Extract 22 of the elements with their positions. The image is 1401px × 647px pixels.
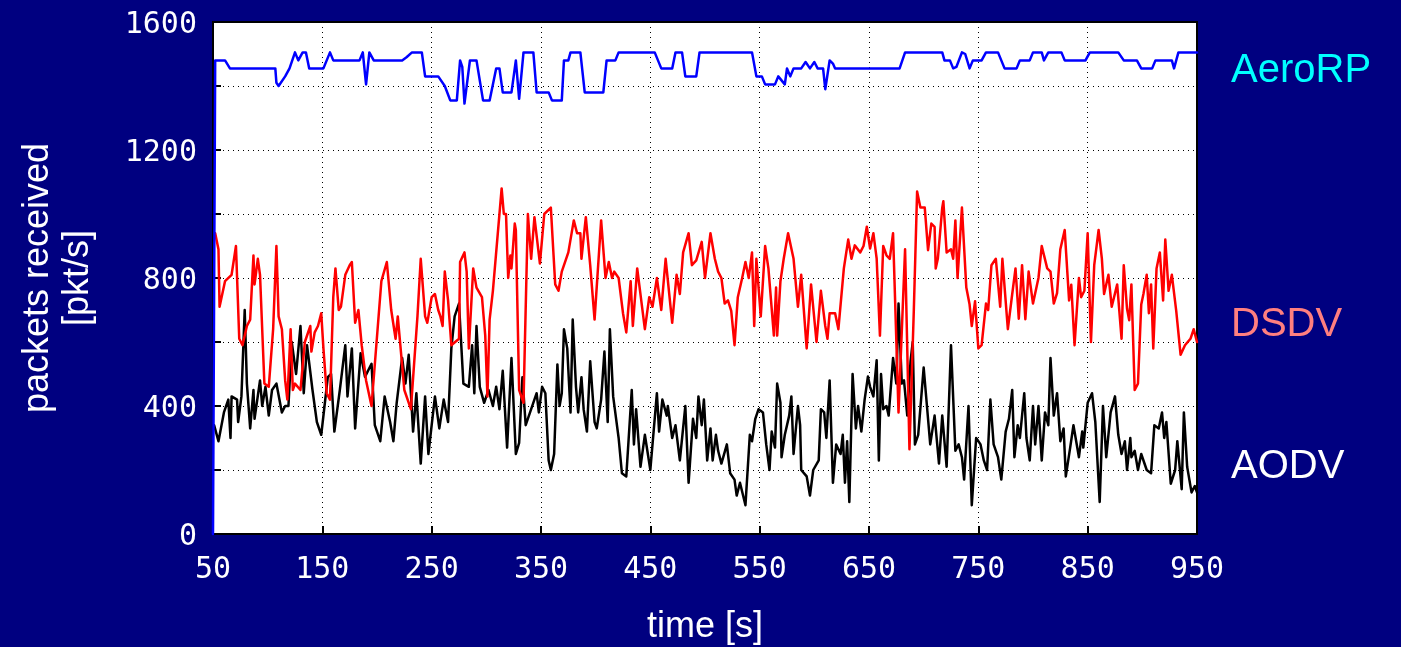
y-tick-label: 1200 [124, 132, 197, 168]
x-tick-label: 450 [623, 549, 678, 585]
y-tick-label: 800 [142, 260, 197, 296]
x-tick-label: 250 [404, 549, 459, 585]
x-tick-label: 950 [1169, 549, 1225, 585]
series-label: AODV [1231, 442, 1345, 487]
x-tick-label: 650 [841, 549, 897, 585]
y-tick-label: 0 [178, 516, 197, 552]
x-axis-title: time [s] [646, 603, 764, 645]
x-tick-label: 150 [295, 549, 350, 585]
x-tick-label: 350 [513, 549, 569, 585]
line-series [211, 51, 1199, 536]
x-tick-label: 50 [194, 549, 232, 585]
x-tick-label: 550 [732, 549, 787, 585]
series-label: DSDV [1231, 300, 1343, 344]
y-tick-label: 1600 [124, 4, 197, 40]
line-series [213, 187, 1199, 451]
y-tick-label: 400 [142, 388, 197, 424]
series-label: AeroRP [1231, 46, 1372, 91]
x-tick-label: 750 [951, 549, 1006, 585]
y-axis-title: packets received [pkt/s] [14, 142, 96, 414]
x-tick-label: 850 [1060, 549, 1115, 585]
